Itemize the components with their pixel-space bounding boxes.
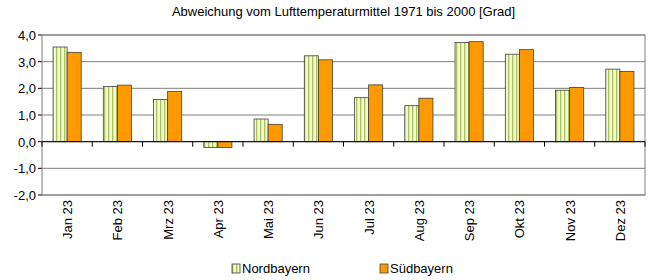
bar: [570, 88, 584, 142]
bar: [53, 47, 67, 142]
title: Abweichung vom Lufttemperaturmittel 1971…: [172, 4, 515, 19]
x-tick-label: Jan 23: [60, 200, 75, 239]
x-tick-label: Mai 23: [261, 200, 276, 239]
chart: Abweichung vom Lufttemperaturmittel 1971…: [0, 0, 650, 280]
y-tick: [38, 168, 42, 169]
bar: [405, 106, 419, 142]
x-tick: [544, 142, 545, 147]
plot-frame: [42, 35, 645, 195]
y-tick-label: 0,0: [18, 135, 36, 150]
x-tick-label: Dez 23: [613, 200, 628, 241]
x-tick: [343, 142, 344, 147]
x-tick: [42, 142, 43, 147]
x-tick-label: Nov 23: [563, 200, 578, 241]
bar: [620, 72, 634, 142]
bar: [556, 90, 570, 141]
y-tick-label: 2,0: [18, 81, 36, 96]
legend-label: Südbayern: [390, 261, 453, 276]
bar: [67, 52, 81, 141]
grid-line: [42, 115, 645, 116]
bars: [53, 42, 634, 148]
bar: [469, 42, 483, 142]
legend-swatch: [380, 264, 388, 273]
bar: [318, 60, 332, 142]
bar: [268, 124, 282, 141]
legend-label: Nordbayern: [242, 261, 310, 276]
x-tick: [594, 142, 595, 147]
y-tick-label: 3,0: [18, 55, 36, 70]
x-tick-label: Apr 23: [211, 200, 226, 238]
grid-line: [42, 88, 645, 89]
bar: [519, 50, 533, 142]
bar: [154, 100, 168, 142]
x-tick-label: Jul 23: [362, 200, 377, 235]
x-tick: [192, 142, 193, 147]
bar: [117, 85, 131, 142]
x-tick-label: Feb 23: [110, 200, 125, 240]
x-tick-label: Sep 23: [462, 200, 477, 241]
x-tick: [393, 142, 394, 147]
bar: [505, 54, 519, 141]
x-tick: [142, 142, 143, 147]
y-tick-label: -1,0: [14, 161, 36, 176]
y-tick-label: -2,0: [14, 188, 36, 203]
x-tick: [444, 142, 445, 147]
x-tick-label: Mrz 23: [161, 200, 176, 240]
x-tick: [293, 142, 294, 147]
y-tick: [38, 88, 42, 89]
bar: [419, 98, 433, 141]
x-tick: [92, 142, 93, 147]
x-tick: [645, 142, 646, 147]
grid-line: [42, 61, 645, 62]
y-tick-label: 4,0: [18, 28, 36, 43]
y-tick: [38, 115, 42, 116]
bar: [204, 142, 218, 148]
bar: [369, 85, 383, 142]
bar: [606, 69, 620, 142]
x-tick-label: Jun 23: [311, 200, 326, 239]
bar: [304, 56, 318, 142]
y-tick: [38, 195, 42, 196]
y-tick: [38, 141, 42, 142]
x-tick: [243, 142, 244, 147]
legend-swatch: [232, 264, 240, 273]
y-tick: [38, 61, 42, 62]
bar: [218, 142, 232, 148]
y-tick-label: 1,0: [18, 108, 36, 123]
bar: [455, 42, 469, 141]
y-tick: [38, 35, 42, 36]
x-tick: [494, 142, 495, 147]
bar: [355, 98, 369, 142]
x-tick-label: Aug 23: [412, 200, 427, 241]
bar: [103, 86, 117, 141]
grid-line: [42, 168, 645, 169]
x-tick-label: Okt 23: [512, 200, 527, 238]
bar: [168, 92, 182, 142]
bar: [254, 119, 268, 142]
